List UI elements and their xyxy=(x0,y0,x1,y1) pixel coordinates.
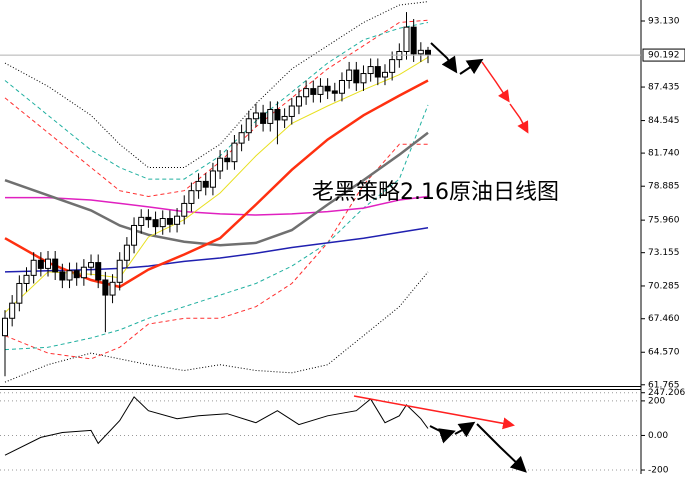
y-tick-label: 247.206 xyxy=(648,388,685,398)
y-tick-label: 200 xyxy=(648,396,665,406)
candle-body xyxy=(389,59,396,73)
candle-body xyxy=(303,88,310,98)
candle-body xyxy=(252,112,259,120)
arrow xyxy=(454,421,476,438)
cci-line xyxy=(4,396,429,456)
y-tick-label: 84.545 xyxy=(648,116,680,126)
candle-body xyxy=(52,258,59,273)
trend-line xyxy=(353,395,515,430)
candle-body xyxy=(317,85,324,95)
candle-body xyxy=(310,88,317,95)
candle-body xyxy=(23,274,30,284)
candle-body xyxy=(166,218,173,225)
candle-body xyxy=(260,112,267,124)
candle-body xyxy=(353,69,360,84)
arrow xyxy=(430,42,458,74)
candle-body xyxy=(131,224,138,246)
candle-body xyxy=(417,49,424,55)
candle-body xyxy=(224,157,231,163)
candle-body xyxy=(202,180,209,188)
candle-body xyxy=(37,259,44,269)
candle-body xyxy=(274,108,281,121)
candle-body xyxy=(116,259,123,283)
candle-body xyxy=(80,266,87,279)
candle-body xyxy=(174,215,181,225)
y-tick-label: 75.960 xyxy=(648,216,680,226)
indicator-line xyxy=(4,79,429,289)
candle-body xyxy=(367,66,374,75)
candle-body xyxy=(152,219,159,228)
candle-body xyxy=(245,118,252,134)
indicator-panel xyxy=(0,392,641,471)
candle-body xyxy=(324,85,331,92)
candle-body xyxy=(138,216,145,226)
last-price-label: 90.192 xyxy=(648,51,680,61)
candle-body xyxy=(1,317,9,337)
candle-body xyxy=(403,26,410,52)
candle-body xyxy=(73,270,80,279)
candle-body xyxy=(231,142,238,163)
candle-body xyxy=(288,105,295,117)
annotation: 老黑策略2.16原油日线图 xyxy=(312,180,559,205)
candle-body xyxy=(95,262,102,281)
arrow xyxy=(509,103,529,134)
candle-body xyxy=(88,262,95,268)
y-tick-label: 64.570 xyxy=(648,348,680,358)
candle-body xyxy=(209,170,216,188)
price-panel xyxy=(0,1,641,383)
candle-body xyxy=(267,108,274,124)
candle-body xyxy=(181,202,188,217)
candle-body xyxy=(374,66,381,78)
candle-body xyxy=(109,281,116,296)
candle-body xyxy=(102,279,109,296)
y-tick-label: 93.130 xyxy=(648,16,680,26)
candle-body xyxy=(360,73,367,84)
indicator-line xyxy=(4,131,429,247)
candle-body xyxy=(346,69,353,81)
arrow xyxy=(429,425,456,444)
candle-body xyxy=(217,157,224,172)
y-tick-label: 78.885 xyxy=(648,182,680,192)
y-tick-label: 61.765 xyxy=(648,380,680,390)
candle-body xyxy=(338,79,345,94)
price-axis: 93.130 87.435 84.545 81.740 78.885 75.960 73.1… xyxy=(641,16,685,476)
y-tick-label: -200 xyxy=(648,466,669,474)
candle-body xyxy=(195,180,202,192)
candle-body xyxy=(281,115,288,121)
candle-body xyxy=(159,218,166,228)
y-tick-label: 67.460 xyxy=(648,314,680,324)
arrow xyxy=(476,423,527,473)
y-tick-label: 70.285 xyxy=(648,281,680,291)
candle-body xyxy=(66,270,73,281)
indicator-line xyxy=(5,195,429,216)
y-tick-label: 0.00 xyxy=(648,431,668,441)
drawn-arrows xyxy=(353,42,529,473)
candle-body xyxy=(381,71,388,78)
candle-body xyxy=(331,90,338,94)
candle-body xyxy=(59,271,66,281)
candle-body xyxy=(16,282,23,304)
candle-body xyxy=(410,26,417,55)
candle-body xyxy=(9,302,16,319)
y-tick-label: 81.740 xyxy=(648,149,680,159)
candle-body xyxy=(30,259,37,276)
candle-body xyxy=(238,132,245,144)
arrow xyxy=(481,61,510,103)
indicator-line xyxy=(4,271,429,383)
candle-body xyxy=(188,190,195,204)
candle-body xyxy=(123,244,130,261)
y-tick-label: 73.155 xyxy=(648,248,680,258)
candle-body xyxy=(45,258,52,269)
candle-body xyxy=(145,216,152,221)
last-price-box xyxy=(642,48,685,62)
candle-body xyxy=(295,96,302,107)
arrow xyxy=(459,58,484,75)
candle-body xyxy=(424,49,432,56)
y-tick-label: 87.435 xyxy=(648,83,680,93)
